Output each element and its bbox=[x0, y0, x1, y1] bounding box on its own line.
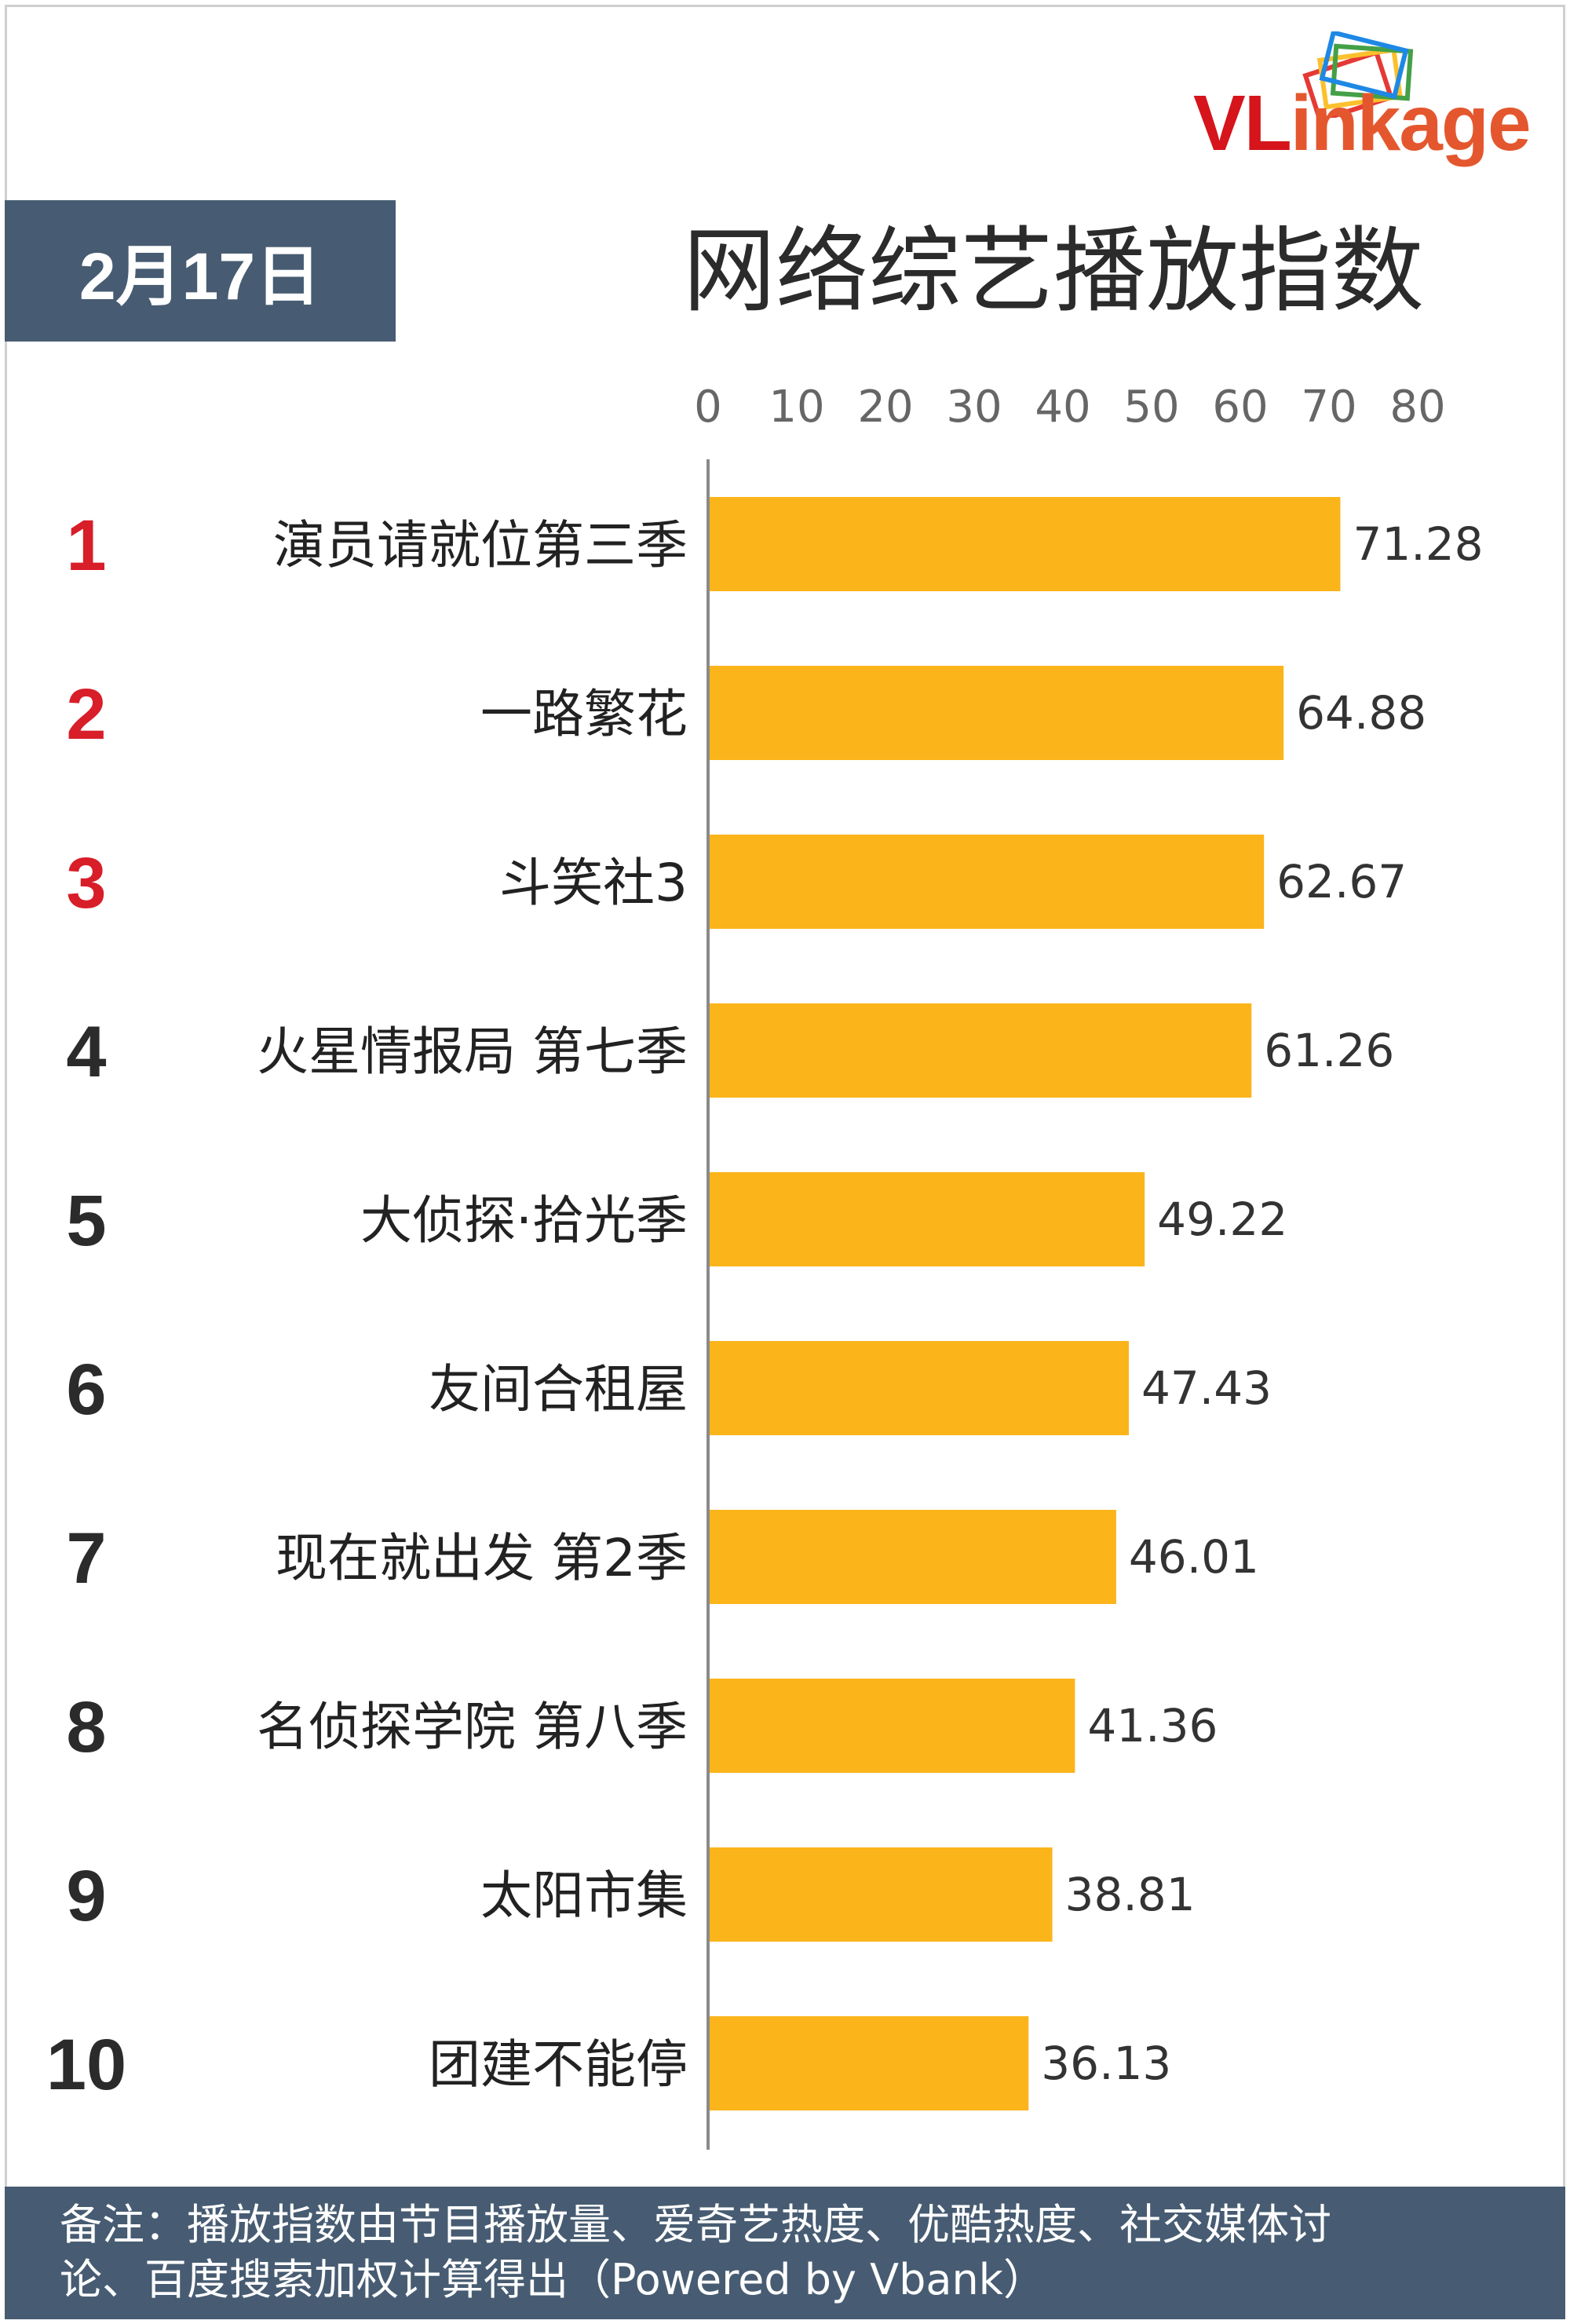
logo-letter-v: V bbox=[1193, 79, 1246, 167]
x-tick-label: 20 bbox=[857, 382, 913, 433]
category-label: 现在就出发 第2季 bbox=[276, 1528, 688, 1588]
rank-number: 8 bbox=[66, 1687, 106, 1767]
bar-value-label: 46.01 bbox=[1129, 1530, 1259, 1584]
x-tick-label: 30 bbox=[946, 382, 1002, 433]
rank-number: 4 bbox=[66, 1012, 106, 1092]
x-tick-label: 70 bbox=[1301, 382, 1356, 433]
logo-letter-l: L bbox=[1243, 79, 1292, 167]
category-label: 火星情报局 第七季 bbox=[257, 1021, 688, 1082]
x-tick-label: 60 bbox=[1212, 382, 1268, 433]
category-label: 团建不能停 bbox=[429, 2034, 688, 2095]
bar-value-label: 62.67 bbox=[1276, 855, 1407, 908]
bar-value-label: 64.88 bbox=[1296, 686, 1426, 740]
rank-number: 9 bbox=[66, 1856, 106, 1936]
bar-value-label: 49.22 bbox=[1157, 1193, 1287, 1246]
x-tick-label: 40 bbox=[1035, 382, 1090, 433]
bar bbox=[708, 1341, 1129, 1435]
date-badge: 2月17日 bbox=[5, 200, 396, 342]
category-label: 名侦探学院 第八季 bbox=[257, 1697, 688, 1757]
category-label: 太阳市集 bbox=[480, 1865, 688, 1926]
category-label: 斗笑社3 bbox=[499, 853, 688, 913]
bar bbox=[708, 666, 1284, 760]
bar-value-label: 71.28 bbox=[1353, 517, 1483, 571]
bar bbox=[708, 835, 1265, 929]
bar bbox=[708, 1003, 1252, 1098]
bar bbox=[708, 497, 1341, 591]
category-label: 演员请就位第三季 bbox=[273, 515, 688, 576]
logo-cards-icon bbox=[1302, 31, 1414, 118]
category-label: 一路繁花 bbox=[480, 684, 688, 744]
footer-note: 备注：播放指数由节目播放量、爱奇艺热度、优酷热度、社交媒体讨 论、百度搜索加权计… bbox=[5, 2187, 1565, 2319]
bar-value-label: 41.36 bbox=[1087, 1699, 1218, 1752]
footer-line-2: 论、百度搜索加权计算得出（Powered by Vbank） bbox=[60, 2255, 1046, 2304]
bar bbox=[708, 1510, 1116, 1604]
x-tick-label: 0 bbox=[694, 382, 722, 433]
category-label: 大侦探·拾光季 bbox=[360, 1190, 688, 1251]
rank-number: 5 bbox=[66, 1181, 106, 1261]
logo-text-rest: inkage bbox=[1290, 79, 1532, 167]
rank-number: 2 bbox=[66, 674, 106, 755]
x-tick-label: 50 bbox=[1123, 382, 1179, 433]
bar-value-label: 36.13 bbox=[1041, 2037, 1171, 2090]
bar-value-label: 61.26 bbox=[1264, 1024, 1394, 1077]
rank-number: 1 bbox=[66, 506, 106, 586]
rank-number: 7 bbox=[66, 1518, 106, 1599]
rank-number: 10 bbox=[46, 2025, 126, 2105]
vlinkage-logo: VLinkage bbox=[1193, 31, 1554, 173]
category-label: 友间合租屋 bbox=[429, 1359, 688, 1420]
chart-title: 网络综艺播放指数 bbox=[683, 217, 1425, 325]
bar bbox=[708, 1172, 1145, 1266]
rank-number: 6 bbox=[66, 1350, 106, 1430]
bar-value-label: 38.81 bbox=[1065, 1868, 1196, 1921]
bar bbox=[708, 2016, 1029, 2110]
bar-value-label: 47.43 bbox=[1141, 1361, 1272, 1415]
x-tick-label: 80 bbox=[1389, 382, 1445, 433]
x-tick-label: 10 bbox=[769, 382, 824, 433]
footer-line-1: 备注：播放指数由节目播放量、爱奇艺热度、优酷热度、社交媒体讨 bbox=[60, 2200, 1331, 2249]
rank-number: 3 bbox=[66, 843, 106, 923]
bar bbox=[708, 1847, 1053, 1942]
bar bbox=[708, 1679, 1075, 1773]
